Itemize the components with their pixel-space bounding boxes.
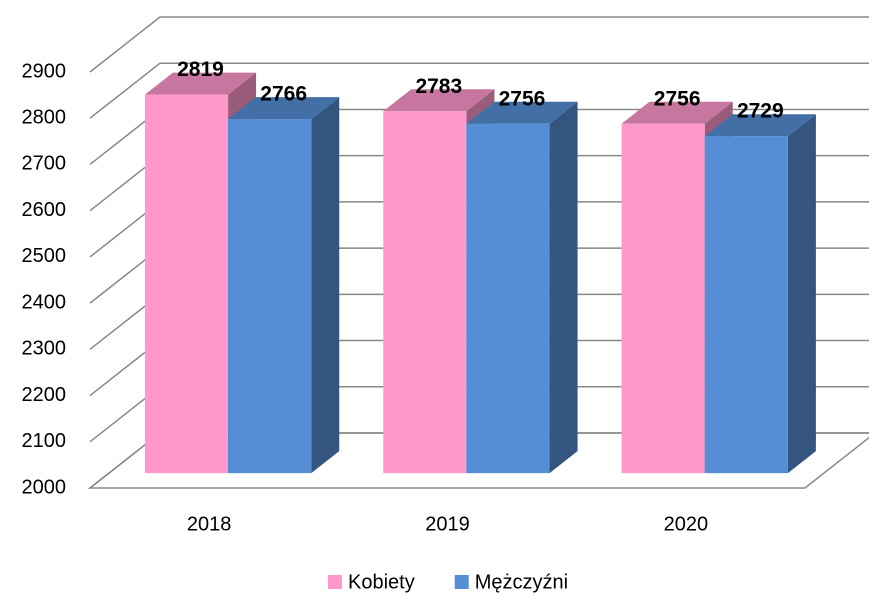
y-tick-label: 2400: [22, 291, 67, 313]
y-tick-label: 2800: [22, 107, 67, 129]
legend-swatch: [328, 575, 342, 589]
grid-line: [89, 62, 869, 119]
y-tick-label: 2700: [22, 153, 67, 175]
value-label: 2729: [737, 100, 784, 123]
legend-swatch: [454, 575, 469, 589]
bar-side: [311, 97, 340, 474]
bar: [228, 119, 312, 474]
y-tick-label: 2900: [22, 60, 67, 82]
bar-top: [466, 101, 578, 124]
value-label: 2819: [177, 58, 224, 81]
bar-side: [549, 101, 578, 474]
y-tick-label: 2500: [22, 245, 67, 267]
y-tick-label: 2000: [22, 476, 67, 498]
value-label: 2783: [415, 75, 462, 98]
bar-top: [621, 101, 733, 124]
bar: [144, 94, 229, 474]
legend-label: Kobiety: [348, 571, 415, 593]
bar-top: [704, 114, 816, 137]
bar: [704, 136, 788, 474]
bar-top: [383, 89, 495, 112]
y-tick-label: 2300: [22, 338, 67, 360]
y-tick-label: 2600: [22, 199, 67, 221]
bar-side: [787, 114, 816, 474]
value-label: 2756: [499, 87, 546, 110]
y-tick-label: 2200: [22, 384, 67, 406]
legend-label: Mężczyźni: [475, 571, 568, 593]
y-tick-label: 2100: [22, 430, 67, 452]
x-tick-label: 2018: [187, 513, 232, 535]
bar: [621, 123, 705, 474]
value-label: 2756: [654, 87, 701, 110]
x-tick-label: 2020: [664, 513, 709, 535]
value-label: 2766: [260, 83, 307, 106]
bar: [466, 123, 550, 474]
bar: [383, 111, 467, 474]
bar-top: [144, 72, 257, 95]
bar-top: [228, 97, 340, 120]
x-tick-label: 2019: [425, 513, 470, 535]
grid-line: [89, 16, 869, 73]
